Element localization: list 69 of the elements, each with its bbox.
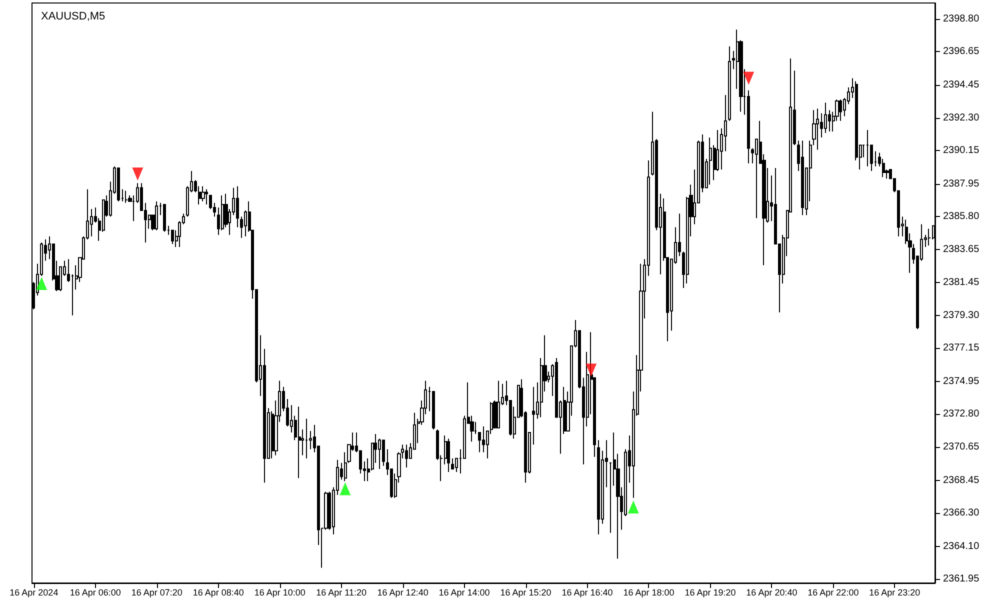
y-tick-label: 2374.95 <box>943 376 980 388</box>
y-tick-label: 2364.10 <box>943 541 980 552</box>
y-tick-label: 2385.80 <box>943 211 980 222</box>
candlestick <box>432 390 435 430</box>
candlestick <box>728 46 731 122</box>
candlestick <box>709 137 712 186</box>
y-tick-label: 2396.65 <box>943 46 980 58</box>
x-tick-label: 16 Apr 08:40 <box>192 588 244 598</box>
candlestick <box>298 406 301 479</box>
y-tick-label: 2372.80 <box>943 408 980 420</box>
candlestick <box>405 444 408 468</box>
y-tick-label: 2383.65 <box>943 244 980 255</box>
x-tick-label: 16 Apr 2024 <box>10 588 58 598</box>
y-tick-label: 2398.80 <box>943 13 980 24</box>
y-tick-label: 2390.15 <box>943 144 980 156</box>
point <box>743 72 754 85</box>
candlestick <box>451 458 454 470</box>
candlestick <box>236 186 239 228</box>
point <box>340 482 351 496</box>
candlestick <box>532 386 535 446</box>
candlestick <box>201 186 205 202</box>
candlestick <box>801 140 804 216</box>
y-tick-label: 2394.45 <box>943 80 980 91</box>
x-tick-label: 16 Apr 16:40 <box>562 588 613 598</box>
candlestick <box>597 440 600 535</box>
y-tick-label: 2392.30 <box>943 112 980 124</box>
point <box>586 364 597 377</box>
x-tick-label: 16 Apr 22:00 <box>808 588 859 598</box>
x-tick-label: 16 Apr 06:00 <box>70 588 121 598</box>
y-tick-label: 2381.45 <box>943 277 980 288</box>
y-tick-label: 2377.15 <box>943 342 980 354</box>
candlestick <box>447 438 450 473</box>
x-tick-label: 16 Apr 18:00 <box>623 588 674 598</box>
y-tick-label: 2370.65 <box>943 441 980 452</box>
x-tick-label: 16 Apr 19:20 <box>684 588 736 598</box>
candlestick <box>205 188 208 205</box>
point <box>36 277 48 290</box>
candlestick <box>125 190 128 204</box>
candlestick <box>117 167 120 202</box>
candlestick <box>171 230 174 244</box>
candlestick <box>305 418 308 459</box>
candlestick <box>378 438 381 470</box>
x-tick-label: 16 Apr 11:20 <box>316 588 367 598</box>
candlestick <box>816 108 819 150</box>
candlestick <box>824 102 827 134</box>
candlestick <box>221 194 224 231</box>
x-tick-label: 16 Apr 10:00 <box>254 588 306 598</box>
x-tick-label: 16 Apr 15:20 <box>500 588 552 598</box>
x-tick-label: 16 Apr 07:20 <box>131 588 182 598</box>
y-tick-label: 2387.95 <box>943 178 980 190</box>
text: XAUUSD,M5 <box>41 10 106 22</box>
point <box>132 168 144 181</box>
x-tick-label: 16 Apr 14:00 <box>438 588 490 598</box>
y-tick-label: 2368.45 <box>943 474 980 486</box>
point <box>628 500 639 514</box>
candlestick <box>382 440 385 466</box>
x-tick-label: 16 Apr 20:40 <box>746 588 798 598</box>
x-tick-label: 16 Apr 23:20 <box>869 588 920 598</box>
y-tick-label: 2379.30 <box>943 310 980 321</box>
candlestick <box>155 200 158 231</box>
y-tick-label: 2366.30 <box>943 508 980 519</box>
candlestick <box>839 99 842 122</box>
y-tick-label: 2361.95 <box>943 574 980 585</box>
candlestick <box>163 204 166 232</box>
candlestick <box>928 228 931 246</box>
candlestick <box>866 129 869 167</box>
x-tick-label: 16 Apr 12:40 <box>377 588 428 598</box>
candlestick <box>328 491 331 530</box>
candlestick <box>497 380 500 428</box>
